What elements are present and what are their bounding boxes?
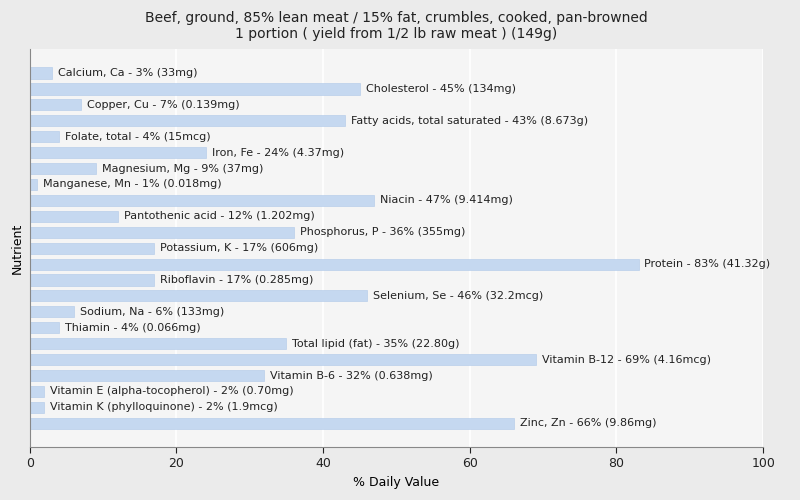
Text: Vitamin B-12 - 69% (4.16mcg): Vitamin B-12 - 69% (4.16mcg) (542, 354, 710, 364)
Bar (30, 402, 44, 413)
Text: Iron, Fe - 24% (4.37mg): Iron, Fe - 24% (4.37mg) (211, 148, 344, 158)
Bar (30, 370, 264, 381)
Text: Folate, total - 4% (15mcg): Folate, total - 4% (15mcg) (65, 132, 210, 141)
Text: Vitamin B-6 - 32% (0.638mg): Vitamin B-6 - 32% (0.638mg) (270, 370, 433, 380)
Text: Niacin - 47% (9.414mg): Niacin - 47% (9.414mg) (380, 196, 513, 205)
X-axis label: % Daily Value: % Daily Value (354, 476, 439, 489)
Bar (30, 226, 294, 238)
Text: Manganese, Mn - 1% (0.018mg): Manganese, Mn - 1% (0.018mg) (43, 180, 222, 190)
Text: Vitamin E (alpha-tocopherol) - 2% (0.70mg): Vitamin E (alpha-tocopherol) - 2% (0.70m… (50, 386, 294, 396)
Bar (30, 306, 74, 318)
Bar (30, 131, 59, 142)
Bar (30, 195, 374, 206)
Bar (30, 242, 154, 254)
Text: Calcium, Ca - 3% (33mg): Calcium, Ca - 3% (33mg) (58, 68, 197, 78)
Y-axis label: Nutrient: Nutrient (11, 222, 24, 274)
Bar (30, 290, 367, 302)
Text: Protein - 83% (41.32g): Protein - 83% (41.32g) (644, 259, 770, 269)
Text: Cholesterol - 45% (134mg): Cholesterol - 45% (134mg) (366, 84, 516, 94)
Bar (30, 211, 118, 222)
Text: Phosphorus, P - 36% (355mg): Phosphorus, P - 36% (355mg) (300, 228, 465, 237)
Text: Thiamin - 4% (0.066mg): Thiamin - 4% (0.066mg) (65, 323, 201, 333)
Bar (30, 84, 360, 94)
Bar (30, 258, 638, 270)
Bar (30, 274, 154, 285)
Text: Riboflavin - 17% (0.285mg): Riboflavin - 17% (0.285mg) (160, 275, 314, 285)
Text: Pantothenic acid - 12% (1.202mg): Pantothenic acid - 12% (1.202mg) (123, 212, 314, 222)
Text: Selenium, Se - 46% (32.2mcg): Selenium, Se - 46% (32.2mcg) (373, 291, 543, 301)
Text: Total lipid (fat) - 35% (22.80g): Total lipid (fat) - 35% (22.80g) (292, 338, 460, 348)
Text: Magnesium, Mg - 9% (37mg): Magnesium, Mg - 9% (37mg) (102, 164, 263, 173)
Text: Sodium, Na - 6% (133mg): Sodium, Na - 6% (133mg) (79, 307, 224, 317)
Bar (30, 179, 37, 190)
Text: Vitamin K (phylloquinone) - 2% (1.9mcg): Vitamin K (phylloquinone) - 2% (1.9mcg) (50, 402, 278, 412)
Bar (30, 322, 59, 334)
Bar (30, 147, 206, 158)
Text: Fatty acids, total saturated - 43% (8.673g): Fatty acids, total saturated - 43% (8.67… (351, 116, 588, 126)
Bar (30, 115, 345, 126)
Bar (30, 386, 44, 397)
Text: Copper, Cu - 7% (0.139mg): Copper, Cu - 7% (0.139mg) (87, 100, 239, 110)
Bar (30, 163, 96, 174)
Text: Potassium, K - 17% (606mg): Potassium, K - 17% (606mg) (160, 243, 318, 253)
Bar (30, 354, 536, 365)
Text: Zinc, Zn - 66% (9.86mg): Zinc, Zn - 66% (9.86mg) (520, 418, 656, 428)
Bar (30, 418, 514, 429)
Bar (30, 338, 286, 349)
Bar (30, 100, 81, 110)
Bar (30, 68, 52, 78)
Title: Beef, ground, 85% lean meat / 15% fat, crumbles, cooked, pan-browned
1 portion (: Beef, ground, 85% lean meat / 15% fat, c… (145, 11, 648, 42)
